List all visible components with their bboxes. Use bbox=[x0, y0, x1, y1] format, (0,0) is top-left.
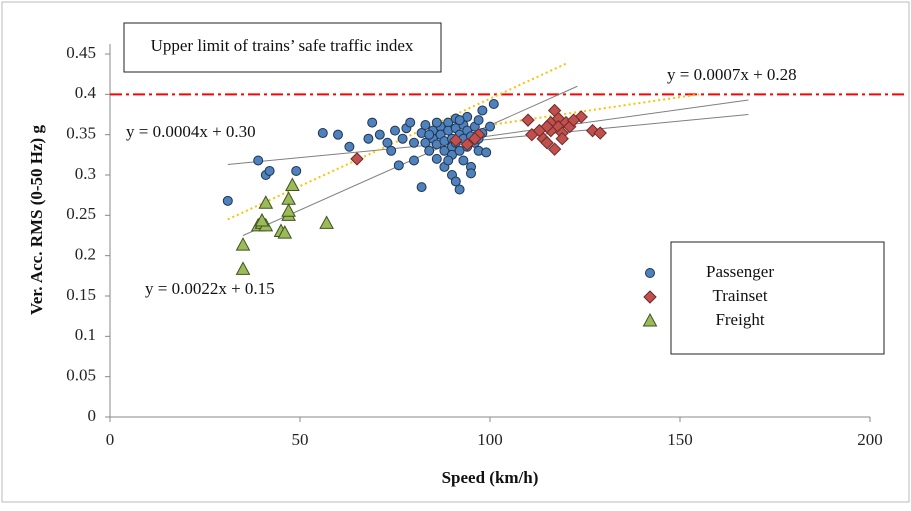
point bbox=[254, 212, 270, 227]
point bbox=[344, 141, 355, 152]
legend-marker bbox=[642, 312, 658, 327]
point bbox=[363, 133, 374, 144]
point bbox=[547, 142, 562, 156]
trendline bbox=[227, 114, 749, 166]
point bbox=[235, 261, 251, 275]
point bbox=[593, 126, 607, 140]
point bbox=[420, 137, 431, 148]
y-tick-label: 0.1 bbox=[75, 325, 96, 344]
point bbox=[333, 129, 343, 140]
y-tick-label: 0.35 bbox=[66, 124, 96, 143]
point bbox=[405, 117, 416, 128]
point bbox=[258, 195, 274, 209]
x-tick-label: 100 bbox=[477, 430, 503, 449]
point bbox=[540, 119, 554, 134]
point bbox=[416, 182, 427, 193]
legend-marker bbox=[645, 268, 655, 278]
point bbox=[291, 165, 302, 176]
point bbox=[319, 215, 334, 229]
point bbox=[393, 160, 404, 171]
point bbox=[222, 195, 233, 206]
legend-box bbox=[670, 241, 885, 355]
annotation: y = 0.0007x + 0.28 bbox=[667, 65, 797, 84]
legend-label: Passenger bbox=[706, 262, 774, 281]
point bbox=[420, 119, 431, 130]
x-tick-label: 200 bbox=[857, 430, 883, 449]
point bbox=[555, 131, 569, 146]
point bbox=[317, 128, 328, 139]
point bbox=[374, 129, 385, 140]
x-tick-label: 0 bbox=[106, 430, 115, 449]
point bbox=[566, 113, 581, 127]
point bbox=[540, 136, 554, 150]
point bbox=[409, 137, 419, 148]
trendline bbox=[227, 62, 567, 221]
point bbox=[424, 129, 435, 140]
point bbox=[454, 145, 465, 156]
point bbox=[521, 113, 535, 127]
y-tick-label: 0.3 bbox=[75, 164, 96, 183]
trendline bbox=[451, 99, 749, 142]
point bbox=[367, 117, 378, 128]
y-tick-label: 0.4 bbox=[75, 83, 97, 102]
point bbox=[443, 155, 454, 166]
point bbox=[450, 176, 461, 187]
point bbox=[409, 155, 419, 166]
point bbox=[532, 123, 547, 138]
point bbox=[481, 147, 492, 158]
limit-box bbox=[123, 22, 442, 73]
point bbox=[382, 137, 393, 148]
y-tick-label: 0.2 bbox=[75, 245, 96, 264]
limit-label: Upper limit of trains’ safe traffic inde… bbox=[151, 36, 414, 55]
point bbox=[431, 117, 442, 128]
point bbox=[460, 137, 474, 152]
point bbox=[466, 168, 476, 179]
point bbox=[281, 203, 296, 217]
y-tick-label: 0.15 bbox=[66, 285, 96, 304]
point bbox=[454, 184, 465, 195]
y-axis-label: Ver. Acc. RMS (0-50 Hz) g bbox=[27, 125, 46, 315]
point bbox=[454, 115, 465, 126]
annotation: y = 0.0022x + 0.15 bbox=[145, 279, 275, 298]
y-tick-label: 0.05 bbox=[66, 366, 96, 385]
point bbox=[468, 131, 482, 146]
point bbox=[473, 115, 484, 126]
legend-label: Freight bbox=[715, 310, 764, 329]
point bbox=[488, 99, 499, 110]
point bbox=[458, 155, 469, 166]
point bbox=[253, 155, 264, 166]
x-axis-label: Speed (km/h) bbox=[442, 468, 539, 487]
point bbox=[285, 177, 300, 191]
y-tick-label: 0.45 bbox=[66, 43, 96, 62]
y-tick-label: 0.25 bbox=[66, 204, 96, 223]
point bbox=[235, 237, 251, 251]
point bbox=[485, 121, 495, 132]
point bbox=[431, 153, 442, 164]
y-tick-label: 0 bbox=[88, 406, 97, 425]
point bbox=[397, 133, 408, 144]
point bbox=[264, 165, 275, 176]
point bbox=[424, 145, 435, 156]
point bbox=[390, 125, 400, 136]
legend-label: Trainset bbox=[712, 286, 767, 305]
point bbox=[477, 105, 488, 116]
legend-marker bbox=[643, 290, 657, 304]
point bbox=[449, 133, 463, 148]
point bbox=[277, 225, 293, 239]
annotation: y = 0.0004x + 0.30 bbox=[126, 122, 256, 141]
point bbox=[386, 145, 397, 156]
x-tick-label: 150 bbox=[667, 430, 693, 449]
point bbox=[350, 152, 364, 166]
x-tick-label: 50 bbox=[292, 430, 309, 449]
point bbox=[439, 145, 450, 156]
